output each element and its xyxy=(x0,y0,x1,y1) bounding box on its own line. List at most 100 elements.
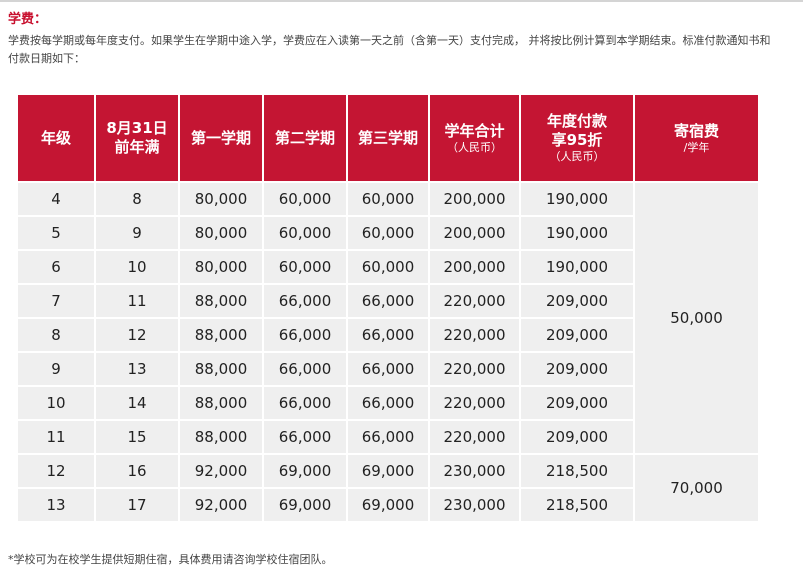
table-cell: 69,000 xyxy=(262,453,348,489)
table-cell: 88,000 xyxy=(178,419,264,455)
table-cell: 5 xyxy=(16,215,96,251)
table-cell: 200,000 xyxy=(428,215,521,251)
column-header-label: 年度付款享95折 xyxy=(546,112,607,149)
column-header-label: 第一学期 xyxy=(190,128,251,147)
table-cell: 92,000 xyxy=(178,487,264,523)
table-cell: 11 xyxy=(94,283,180,319)
table-cell: 69,000 xyxy=(262,487,348,523)
table-cell: 220,000 xyxy=(428,351,521,387)
table-row: 7 11 88,000 66,000 66,000 220,000 209,000 xyxy=(16,283,759,319)
table-cell: 14 xyxy=(94,385,180,421)
table-cell: 12 xyxy=(16,453,96,489)
boarding-fee-cell: 50,000 xyxy=(633,181,760,455)
table-cell: 69,000 xyxy=(346,487,430,523)
table-cell: 60,000 xyxy=(346,181,430,217)
table-cell: 200,000 xyxy=(428,181,521,217)
table-cell: 218,500 xyxy=(519,487,635,523)
table-cell: 60,000 xyxy=(262,181,348,217)
column-header: 第二学期 xyxy=(262,93,348,183)
table-cell: 88,000 xyxy=(178,283,264,319)
table-cell: 66,000 xyxy=(262,385,348,421)
table-cell: 66,000 xyxy=(262,419,348,455)
table-cell: 66,000 xyxy=(346,385,430,421)
table-cell: 80,000 xyxy=(178,249,264,285)
table-cell: 66,000 xyxy=(262,317,348,353)
column-header-unit: （人民币） xyxy=(549,150,605,163)
table-cell: 209,000 xyxy=(519,419,635,455)
table-cell: 209,000 xyxy=(519,351,635,387)
table-cell: 60,000 xyxy=(262,215,348,251)
table-cell: 230,000 xyxy=(428,487,521,523)
table-cell: 10 xyxy=(16,385,96,421)
column-header-label: 寄宿费 xyxy=(673,121,719,140)
table-row: 13 17 92,000 69,000 69,000 230,000 218,500 xyxy=(16,487,759,523)
table-row: 12 16 92,000 69,000 69,000 230,000 218,500 70,0… xyxy=(16,453,760,523)
table-cell: 11 xyxy=(16,419,96,455)
table-cell: 190,000 xyxy=(519,215,635,251)
table-cell: 60,000 xyxy=(346,215,430,251)
table-cell: 8 xyxy=(16,317,96,353)
column-header: 8月31日前年满 xyxy=(94,93,180,183)
column-header: 学年合计 （人民币） xyxy=(428,93,521,183)
column-header: 第一学期 xyxy=(178,93,264,183)
table-cell: 190,000 xyxy=(519,181,635,217)
table-cell: 6 xyxy=(16,249,96,285)
table-cell: 92,000 xyxy=(178,453,264,489)
table-cell: 13 xyxy=(94,351,180,387)
table-cell: 7 xyxy=(16,283,96,319)
table-cell: 220,000 xyxy=(428,419,521,455)
column-header: 年级 xyxy=(16,93,96,183)
table-row: 11 15 88,000 66,000 66,000 220,000 209,000 xyxy=(16,419,759,455)
table-cell: 220,000 xyxy=(428,385,521,421)
column-header-unit: （人民币） xyxy=(447,140,502,154)
table-cell: 60,000 xyxy=(262,249,348,285)
table-cell: 16 xyxy=(94,453,180,489)
table-cell: 220,000 xyxy=(428,317,521,353)
table-cell: 8 xyxy=(94,181,180,217)
table-cell: 10 xyxy=(94,249,180,285)
table-row: 5 9 80,000 60,000 60,000 200,000 190,000 xyxy=(16,215,759,251)
table-cell: 66,000 xyxy=(262,283,348,319)
table-cell: 88,000 xyxy=(178,317,264,353)
table-row: 9 13 88,000 66,000 66,000 220,000 209,000 xyxy=(16,351,759,387)
column-header-label: 第三学期 xyxy=(357,128,418,147)
table-cell: 9 xyxy=(16,351,96,387)
column-header: 第三学期 xyxy=(346,93,430,183)
table-cell: 17 xyxy=(94,487,180,523)
table-cell: 80,000 xyxy=(178,181,264,217)
table-row: 6 10 80,000 60,000 60,000 200,000 190,000 xyxy=(16,249,759,285)
table-cell: 66,000 xyxy=(346,351,430,387)
table-cell: 4 xyxy=(16,181,96,217)
footnote: *学校可为在校学生提供短期住宿，具体费用请咨询学校住宿团队。 xyxy=(8,553,333,566)
table-cell: 218,500 xyxy=(519,453,635,489)
table-row: 8 12 88,000 66,000 66,000 220,000 209,000 xyxy=(16,317,759,353)
table-cell: 209,000 xyxy=(519,317,635,353)
table-cell: 69,000 xyxy=(346,453,430,489)
table-cell: 220,000 xyxy=(428,283,521,319)
table-cell: 13 xyxy=(16,487,96,523)
table-cell: 209,000 xyxy=(519,385,635,421)
boarding-fee-cell: 70,000 xyxy=(633,453,760,523)
table-cell: 200,000 xyxy=(428,249,521,285)
table-cell: 66,000 xyxy=(262,351,348,387)
table-cell: 88,000 xyxy=(178,385,264,421)
column-header-label: 年级 xyxy=(40,128,71,147)
table-cell: 209,000 xyxy=(519,283,635,319)
table-row: 4 8 80,000 60,000 60,000 200,000 190,000 50,000 xyxy=(16,181,760,455)
table-cell: 66,000 xyxy=(346,283,430,319)
tuition-table: 年级 8月31日前年满 第一学期 第二学期 第三学期 学年合计 （人民币） 年度付款享95折（… xyxy=(16,93,760,523)
table-cell: 60,000 xyxy=(346,249,430,285)
table-cell: 66,000 xyxy=(346,317,430,353)
column-header: 寄宿费/学年 xyxy=(633,93,760,183)
column-header-label: 学年合计 xyxy=(444,121,505,140)
intro-text: 学费按每学期或每年度支付。如果学生在学期中途入学，学费应在入读第一天之前（含第一… xyxy=(8,34,771,65)
table-cell: 80,000 xyxy=(178,215,264,251)
table-cell: 88,000 xyxy=(178,351,264,387)
table-row: 10 14 88,000 66,000 66,000 220,000 209,000 xyxy=(16,385,759,421)
table-cell: 190,000 xyxy=(519,249,635,285)
table-cell: 9 xyxy=(94,215,180,251)
column-header-unit: /学年 xyxy=(683,140,710,154)
column-header-label: 8月31日前年满 xyxy=(106,119,168,156)
column-header: 年度付款享95折 （人民币） xyxy=(519,93,635,183)
column-header-label: 第二学期 xyxy=(274,128,335,147)
